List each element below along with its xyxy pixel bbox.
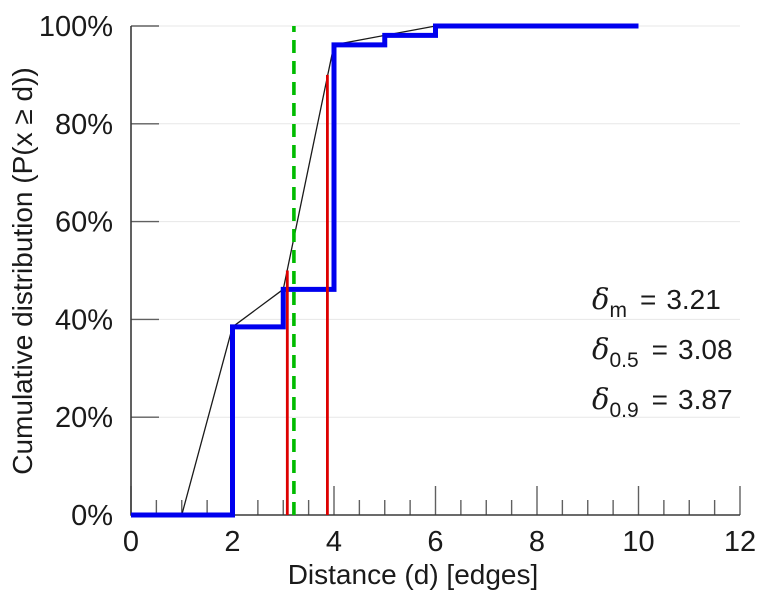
annotation-value: 3.87 — [678, 384, 733, 415]
x-tick-label: 8 — [529, 526, 545, 558]
stats-annotations: δm = 3.21 δ0.5 = 3.08 δ0.9 = 3.87 — [592, 283, 733, 433]
linear-interpolation — [181, 25, 639, 516]
axes-border — [130, 26, 740, 516]
annotation-value: 3.21 — [666, 284, 721, 315]
annotation-subscript: m — [609, 299, 627, 322]
delta-symbol: δ — [592, 332, 610, 366]
annotation-value: 3.08 — [678, 334, 733, 365]
y-axis-title: Cumulative distribution (P(x ≥ d)) — [7, 67, 38, 475]
delta-symbol: δ — [592, 382, 610, 416]
empirical-cumulative-distribution — [131, 23, 639, 518]
annotation-subscript: 0.5 — [609, 349, 639, 372]
x-axis-title: Distance (d) [edges] — [287, 559, 539, 590]
annotation-subscript: 0.9 — [609, 399, 639, 422]
annotation-median: δ0.5 = 3.08 — [592, 333, 733, 383]
y-tick-label: 40% — [55, 304, 113, 336]
annotation-mean-distance: δm = 3.21 — [592, 283, 733, 333]
equals-sign: = — [651, 334, 669, 365]
x-tick-label: 6 — [427, 526, 443, 558]
y-tick-label: 20% — [55, 402, 113, 434]
equals-sign: = — [651, 384, 669, 415]
y-tick-label: 100% — [39, 11, 113, 43]
x-tick-label: 12 — [724, 526, 756, 558]
x-tick-label: 4 — [326, 526, 342, 558]
x-tick-label: 10 — [622, 526, 654, 558]
y-tick-label: 0% — [71, 500, 113, 532]
equals-sign: = — [639, 284, 657, 315]
x-tick-label: 0 — [123, 526, 139, 558]
delta-symbol: δ — [592, 282, 610, 316]
y-tick-label: 80% — [55, 109, 113, 141]
y-tick-label: 60% — [55, 207, 113, 239]
annotation-90th-percentile: δ0.9 = 3.87 — [592, 383, 733, 433]
x-tick-label: 2 — [224, 526, 240, 558]
